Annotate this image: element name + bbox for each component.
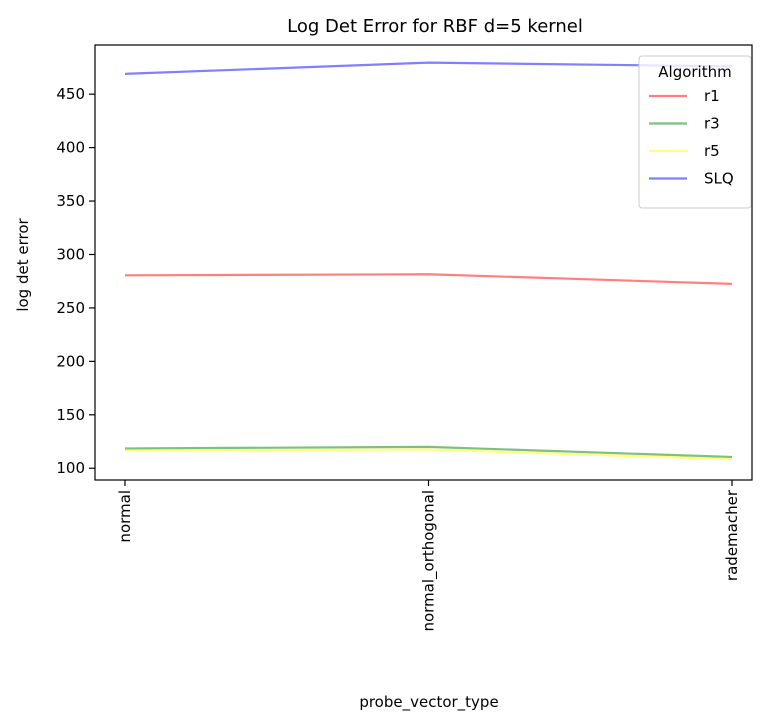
y-tick-label: 350 [56,192,85,210]
y-tick-label: 300 [56,245,85,263]
legend-label-r1: r1 [704,87,720,105]
legend-label-r5: r5 [704,142,720,160]
series-line-r1 [124,273,733,285]
plot-marks [124,61,733,461]
y-tick-label: 450 [56,85,85,103]
y-tick-label: 150 [56,406,85,424]
y-tick-label: 100 [56,459,85,477]
series-line-slq [124,61,733,75]
series-line-r5 [124,448,733,461]
chart-title: Log Det Error for RBF d=5 kernel [287,16,583,37]
legend-label-r3: r3 [704,115,720,133]
x-axis: normal normal_orthogonal rademacher [116,480,741,632]
y-tick-label: 400 [56,139,85,157]
y-axis-title: log det error [14,217,32,311]
y-axis: 100 150 200 250 300 350 400 450 [56,85,95,477]
y-tick-label: 200 [56,352,85,370]
legend-box [638,55,752,209]
legend: Algorithm r1 r3 r5 SLQ [638,55,752,209]
x-tick-label: normal_orthogonal [420,490,439,632]
x-axis-title: probe_vector_type [359,693,498,712]
legend-title: Algorithm [658,63,731,81]
x-tick-label: normal [116,490,134,543]
plot-frame [94,44,753,481]
x-tick-label: rademacher [723,489,741,581]
legend-label-slq: SLQ [704,170,734,188]
y-tick-label: 250 [56,299,85,317]
series-line-r3 [124,445,733,459]
